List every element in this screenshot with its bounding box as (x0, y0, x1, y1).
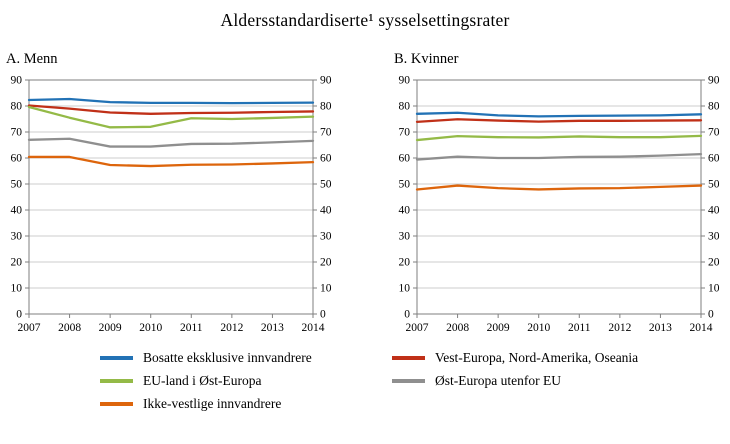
x-tick-label: 2014 (302, 322, 325, 334)
y-tick-label-left: 90 (11, 75, 23, 87)
chart-menn: 0 0 10 10 20 20 30 30 40 40 50 50 60 60 70 70 80 80 90 90 20… (4, 72, 338, 336)
panel-menn: A. Menn 0 0 10 10 20 20 30 30 40 40 50 50 60 60 70 70 80… (4, 31, 338, 336)
chart-svg: 0 0 10 10 20 20 30 30 40 40 50 50 60 60 70 70 80 80 90 90 20… (11, 75, 332, 335)
y-tick-label-right: 20 (708, 257, 720, 269)
y-tick-label-right: 10 (320, 283, 332, 295)
legend-item: Ikke-vestlige innvandrere (100, 396, 392, 412)
panel-label-kvinner: B. Kvinner (394, 51, 459, 67)
legend-column-right: Vest-Europa, Nord-Amerika, Oseania Øst-Eu… (392, 350, 730, 420)
y-tick-label-left: 50 (11, 179, 23, 191)
y-tick-label-right: 60 (320, 153, 332, 165)
legend-label: Bosatte eksklusive innvandrere (143, 350, 312, 365)
x-tick-label: 2011 (568, 322, 591, 334)
y-tick-label-right: 0 (708, 309, 714, 321)
x-tick-label: 2010 (139, 322, 162, 334)
legend-line-swatch (392, 379, 425, 384)
x-tick-label: 2014 (690, 322, 713, 334)
y-tick-label-right: 30 (320, 231, 332, 243)
y-tick-label-left: 70 (11, 127, 23, 139)
legend-item: Bosatte eksklusive innvandrere (100, 350, 392, 366)
y-tick-label-left: 80 (11, 101, 23, 113)
series-line (415, 134, 703, 142)
legend-label: Øst-Europa utenfor EU (435, 373, 561, 389)
x-tick-label: 2007 (18, 322, 41, 334)
charts-row: A. Menn 0 0 10 10 20 20 30 30 40 40 50 50 60 60 70 70 80… (0, 31, 730, 336)
legend-label: Vest-Europa, Nord-Amerika, Oseania (435, 350, 639, 365)
series-line (415, 152, 703, 161)
legend-line-swatch (100, 402, 133, 407)
series-line (415, 111, 703, 118)
x-tick-label: 2008 (446, 322, 469, 334)
series-line (27, 105, 315, 129)
figure-title: Aldersstandardiserte¹ sysselsettingsrate… (220, 10, 510, 30)
panel-kvinner: B. Kvinner 0 0 10 10 20 20 30 30 40 40 50 50 60 60 70 7… (392, 31, 726, 336)
y-tick-label-right: 40 (320, 205, 332, 217)
legend-line-swatch (392, 356, 425, 361)
legend-label: EU-land i Øst-Europa (143, 373, 262, 389)
x-tick-label: 2013 (261, 322, 284, 334)
y-tick-label-right: 0 (320, 309, 326, 321)
y-tick-label-right: 90 (708, 75, 720, 87)
y-tick-label-left: 20 (11, 257, 23, 269)
legend: Bosatte eksklusive innvandrere EU-land i … (0, 350, 730, 420)
series-line (415, 118, 703, 124)
y-tick-label-left: 90 (399, 75, 411, 87)
y-tick-label-right: 40 (708, 205, 720, 217)
legend-item: Vest-Europa, Nord-Amerika, Oseania (392, 350, 730, 366)
series-line (27, 137, 315, 148)
plot-frame (416, 79, 702, 315)
y-tick-label-left: 20 (399, 257, 411, 269)
series-line (27, 155, 315, 168)
chart-svg: 0 0 10 10 20 20 30 30 40 40 50 50 60 60 70 70 80 80 90 90 20… (399, 75, 720, 335)
legend-line-swatch (100, 356, 133, 361)
y-tick-label-right: 20 (320, 257, 332, 269)
series-line (27, 104, 315, 115)
y-tick-label-right: 30 (708, 231, 720, 243)
x-tick-label: 2012 (608, 322, 631, 334)
y-tick-label-left: 30 (399, 231, 411, 243)
y-tick-label-left: 0 (404, 309, 410, 321)
y-tick-label-right: 10 (708, 283, 720, 295)
y-tick-label-left: 80 (399, 101, 411, 113)
y-tick-label-left: 10 (399, 283, 411, 295)
y-tick-label-right: 70 (708, 127, 720, 139)
x-tick-label: 2009 (99, 322, 122, 334)
legend-item: EU-land i Øst-Europa (100, 373, 392, 389)
y-tick-label-left: 0 (16, 309, 22, 321)
y-tick-label-right: 90 (320, 75, 332, 87)
x-tick-label: 2011 (180, 322, 203, 334)
x-tick-label: 2008 (58, 322, 81, 334)
y-tick-label-right: 80 (708, 101, 720, 113)
chart-kvinner: 0 0 10 10 20 20 30 30 40 40 50 50 60 60 70 70 80 80 90 90 20… (392, 72, 726, 336)
y-tick-label-left: 50 (399, 179, 411, 191)
y-tick-label-left: 10 (11, 283, 23, 295)
legend-label: Ikke-vestlige innvandrere (143, 396, 282, 412)
series-line (415, 184, 703, 191)
series-line (27, 97, 315, 105)
y-tick-label-right: 80 (320, 101, 332, 113)
x-tick-label: 2013 (649, 322, 672, 334)
legend-item: Øst-Europa utenfor EU (392, 373, 730, 389)
plot-frame (28, 79, 314, 315)
legend-line-swatch (100, 379, 133, 384)
x-tick-label: 2007 (406, 322, 429, 334)
y-tick-label-left: 60 (399, 153, 411, 165)
y-tick-label-left: 40 (399, 205, 411, 217)
y-tick-label-left: 30 (11, 231, 23, 243)
legend-column-left: Bosatte eksklusive innvandrere EU-land i … (100, 350, 392, 420)
x-tick-label: 2012 (220, 322, 243, 334)
y-tick-label-left: 70 (399, 127, 411, 139)
y-tick-label-right: 50 (320, 179, 332, 191)
y-tick-label-right: 50 (708, 179, 720, 191)
x-tick-label: 2010 (527, 322, 550, 334)
y-tick-label-left: 60 (11, 153, 23, 165)
y-tick-label-right: 60 (708, 153, 720, 165)
panel-label-menn: A. Menn (6, 51, 58, 67)
y-tick-label-right: 70 (320, 127, 332, 139)
x-tick-label: 2009 (487, 322, 510, 334)
y-tick-label-left: 40 (11, 205, 23, 217)
